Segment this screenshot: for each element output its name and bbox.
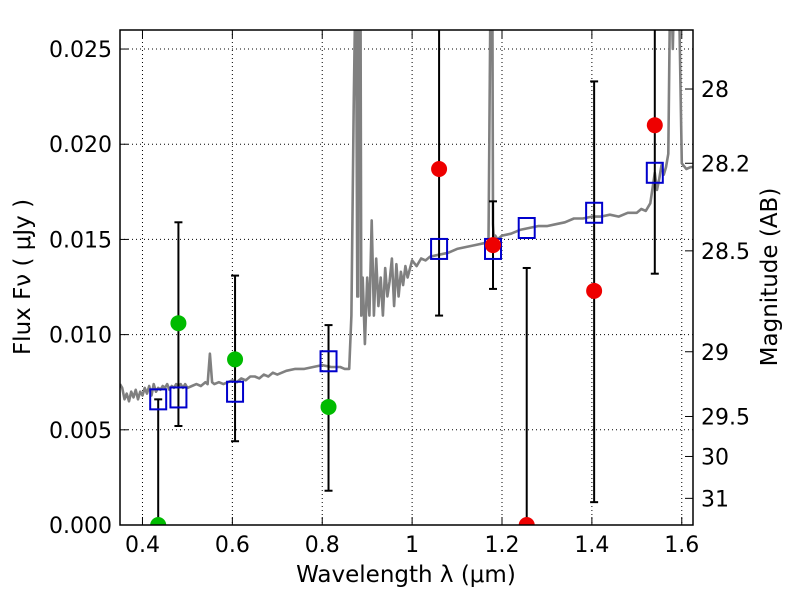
y-tick-label: 0.020: [49, 133, 112, 158]
plot-frame: [119, 29, 694, 526]
observed-flux-dot: [320, 398, 337, 415]
y-tick-label: 0.010: [49, 324, 112, 349]
right-tick-label: 28.5: [701, 240, 750, 265]
observed-flux-dot: [227, 351, 244, 368]
x-tick-label: 0.8: [305, 533, 340, 558]
x-tick-label: 1.2: [485, 533, 520, 558]
model-square-marker: [169, 386, 188, 409]
observed-flux-dot: [431, 160, 448, 177]
x-tick-label: 1: [405, 533, 419, 558]
y-tick-label: 0.015: [49, 228, 112, 253]
tick-layer: [120, 30, 693, 526]
model-square-marker: [226, 380, 245, 403]
right-tick-label: 28: [701, 78, 729, 103]
observed-flux-dot: [518, 517, 535, 525]
observed-flux-dot: [485, 237, 502, 254]
y-axis-label: Flux Fν ( μJy ): [10, 199, 36, 355]
x-axis-label: Wavelength λ (μm): [296, 562, 516, 588]
observed-flux-dot: [586, 282, 603, 299]
model-square-marker: [319, 350, 338, 373]
x-tick-label: 0.6: [215, 533, 250, 558]
y-tick-label: 0.005: [49, 419, 112, 444]
model-square-marker: [585, 201, 604, 224]
right-tick-label: 28.2: [701, 152, 750, 177]
right-tick-label: 29: [701, 341, 729, 366]
y-tick-label: 0.000: [49, 514, 112, 539]
marker-layer: [149, 117, 664, 525]
x-tick-label: 1.6: [664, 533, 699, 558]
model-square-marker: [645, 161, 664, 184]
right-tick-label: 30: [701, 445, 729, 470]
observed-flux-dot: [646, 117, 663, 134]
right-tick-label: 29.5: [701, 405, 750, 430]
model-square-marker: [517, 217, 536, 239]
observed-flux-dot: [170, 315, 187, 332]
tick-label-layer: 0.4 0.6 0.8 1 1.2 1.4 1.6 0.000 0.005 0.010 0.015 0…: [49, 38, 750, 558]
right-tick-label: 31: [701, 487, 729, 512]
x-tick-label: 1.4: [574, 533, 609, 558]
model-square-marker: [430, 237, 449, 260]
x-tick-label: 0.4: [125, 533, 160, 558]
y-tick-label: 0.025: [49, 38, 112, 63]
model-square-marker: [149, 388, 168, 411]
observed-flux-dot: [150, 517, 167, 525]
grid: [120, 30, 693, 526]
right-axis-label: Magnitude (AB): [757, 188, 783, 367]
data-layer: [120, 30, 693, 525]
